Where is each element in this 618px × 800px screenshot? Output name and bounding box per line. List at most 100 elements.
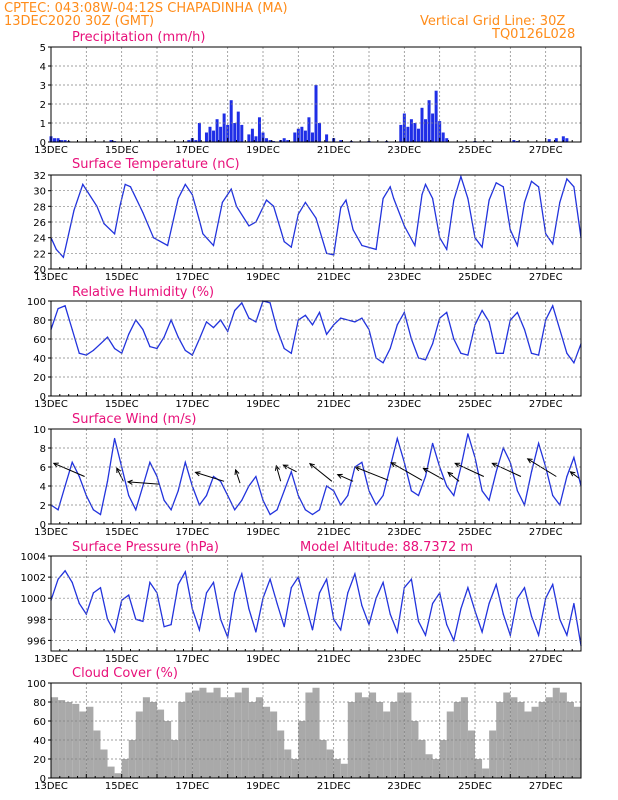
rh-point-1 [57,308,59,310]
temp-point-3 [73,209,75,211]
pres-point-61 [481,631,483,633]
precip-bar-50 [406,126,410,142]
pres-point-11 [128,594,130,596]
precip-bar-23 [247,134,251,142]
cloud-area-45 [369,692,377,778]
rh-point-39 [326,333,328,335]
pres-xtick-label-2: 17DEC [175,654,209,665]
wind-vector-7 [309,463,333,482]
temp-xtick-label-7: 27DEC [529,272,563,283]
temp-point-6 [103,223,105,225]
precip-bar-48 [399,124,403,142]
pres-point-68 [530,615,533,617]
precip-bar-17 [222,113,226,142]
rh-point-41 [340,317,342,319]
rh-point-70 [545,319,547,321]
wind-point-49 [396,437,398,440]
cloud-xtick-label-0: 13DEC [34,781,68,792]
wind-xtick-label-2: 17DEC [175,527,209,538]
pres-point-7 [99,587,102,589]
rh-point-69 [538,354,540,356]
wind-arrowhead-2 [126,479,133,485]
pres-point-63 [495,583,497,586]
wind-point-5 [85,494,87,497]
wind-arrowhead-1 [116,467,122,474]
temperature-panel: Surface Temperature (nC) 20 22 24 26 28 30 32 1… [33,157,582,283]
pres-point-34 [290,587,292,589]
temp-point-65 [559,201,561,203]
rh-frame [50,300,582,397]
cloud-area-67 [524,711,532,778]
cloud-area-64 [503,692,511,778]
rh-point-72 [559,328,561,331]
precip-bar-68 [565,138,569,142]
pres-point-18 [177,583,179,586]
cloud-area-74 [573,706,581,778]
wind-point-48 [389,466,391,468]
wind-xtick-label-1: 15DEC [105,527,139,538]
cloud-xtick-label-6: 25DEC [458,781,492,792]
cloud-area-53 [425,754,433,778]
pres-point-31 [269,578,271,580]
precip-bar-12 [204,132,208,142]
pres-point-13 [142,620,144,623]
temp-point-33 [326,252,328,254]
pres-point-1 [57,578,59,580]
precip-bar-55 [424,119,428,142]
model-code: TQ0126L028 [492,27,576,42]
cloud-area-22 [206,692,214,778]
wind-point-42 [347,494,349,497]
temp-point-16 [191,194,193,196]
wind-xtick-label-7: 27DEC [529,527,563,538]
temp-point-51 [460,176,462,178]
rh-ytick-label-0: 0 [40,392,46,403]
rh-point-6 [92,349,94,351]
cloud-ytick-label-5: 100 [27,679,46,690]
cloud-xtick-label-1: 15DEC [105,781,139,792]
cloud-frame [50,682,582,779]
temp-xtick-label-6: 25DEC [458,272,492,283]
temp-xtick-label-1: 15DEC [105,272,139,283]
temp-ytick-label-2: 24 [33,234,46,245]
cloud-area-34 [291,759,299,778]
precipitation-panel: Precipitation (mm/h) 0 1 2 3 4 5 13DEC 15DEC 17D… [34,30,582,156]
precipitation-title: Precipitation (mm/h) [72,30,205,45]
rh-point-74 [573,362,575,364]
wind-vector-4 [235,469,241,484]
precip-bar-10 [194,140,198,142]
rh-point-13 [142,328,144,331]
cloud-area-14 [149,702,157,778]
rh-point-62 [488,321,490,323]
wind-xtick-label-6: 25DEC [458,527,492,538]
pres-point-43 [354,573,356,575]
wind-point-53 [424,475,427,478]
temp-point-9 [124,183,126,185]
wind-arrowhead-5 [274,464,280,471]
wind-series-line [50,433,582,516]
wind-point-51 [410,490,412,492]
cloud-area-29 [255,697,263,778]
rh-point-28 [248,317,250,319]
rh-point-67 [523,328,526,331]
temp-ytick-label-0: 20 [33,265,46,276]
cloud-cover-panel: Cloud Cover (%) 0 20 40 60 80 100 13DEC 15DEC 17… [27,666,582,792]
temp-point-62 [538,186,540,188]
cloud-area-69 [538,702,546,778]
temp-ytick-label-3: 26 [33,218,46,229]
precip-xtick-label-1: 15DEC [105,145,139,156]
temp-point-60 [523,201,526,203]
cloud-area-9 [114,773,122,778]
rh-ytick-label-2: 40 [33,354,46,365]
cloud-area-21 [199,687,207,778]
pres-point-36 [304,602,306,605]
rh-point-32 [276,328,278,331]
cloud-area-5 [86,706,94,778]
precip-xtick-label-4: 21DEC [317,145,351,156]
temp-point-17 [198,219,200,221]
temp-point-11 [142,212,144,214]
temp-point-35 [340,207,342,209]
temp-point-7 [114,233,116,235]
precip-bar-38 [307,117,311,142]
temp-point-49 [446,248,448,250]
cloud-area-65 [510,697,518,778]
